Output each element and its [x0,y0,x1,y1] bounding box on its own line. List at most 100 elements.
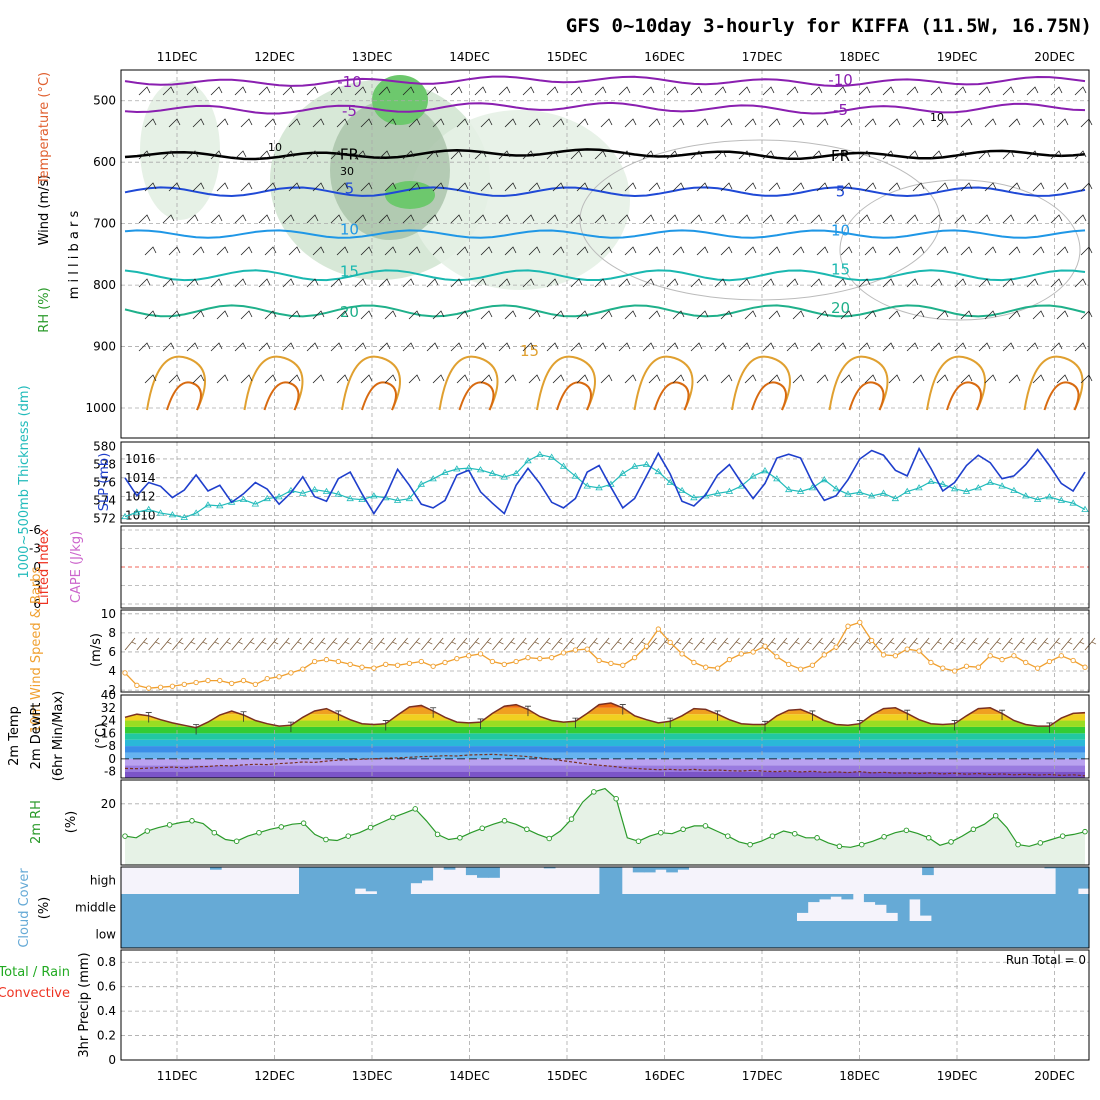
wind-barb [714,342,727,352]
wind-barb [786,278,799,288]
dewpoint-line [124,753,1086,777]
rh-point [278,824,285,830]
cloud-bar [593,921,606,948]
thickness-point [370,492,378,499]
wind-barb [906,214,919,224]
panel-frame [120,949,1090,1061]
wind-speed-point [442,659,448,666]
surface-wind-barb [468,637,480,651]
wind-barb [714,214,727,224]
cloud-bar [1066,894,1079,921]
cloud-bar [1032,894,1045,921]
surface-wind-barb [515,637,528,651]
wind-barb [840,246,853,256]
thickness-point [962,487,971,494]
wind-barb [234,278,247,288]
wind-barb [498,342,511,352]
wind-tick-label: 8 [108,626,116,640]
wind-barb [930,278,943,288]
thickness-point [299,489,307,496]
wind-barb [474,86,487,96]
thickness-point [784,485,793,493]
wind-barb [858,214,871,224]
wind-barb [954,150,967,160]
wind-barb [768,246,781,256]
wind-speed-point [951,668,958,674]
wind-speed-point [655,626,661,632]
wind-barb [696,246,709,256]
wind-barb [432,310,445,320]
wind-barb [720,374,733,384]
wind-speed-point [454,655,460,662]
wind-barb [906,278,919,288]
wind-barb [1002,214,1015,224]
rh-label: 10 [268,141,282,154]
cloud-bar [610,867,623,894]
wind-barb [312,182,325,192]
wind-barb [696,118,709,128]
wind-barb [618,214,631,224]
wind-barb [450,342,463,352]
wind-barb [714,278,727,288]
wind-barb [306,342,319,352]
wind-barb [384,182,397,192]
cloud-bar [447,921,460,948]
minmax-bar [477,718,484,729]
top-date-label: 18DEC [839,50,879,64]
wind-speed-point [620,662,626,668]
wind-barb [546,342,559,352]
surface-wind-barb [978,637,990,651]
wind-barb [618,86,631,96]
wind-speed-point [217,677,223,684]
wind-barb [258,86,271,96]
bottom-date-label: 19DEC [937,1069,977,1083]
cloud-bar [976,894,989,921]
surface-wind-barb [326,637,338,651]
wind-barb [738,342,751,352]
cloud-bar [728,894,741,921]
thickness-point [749,472,757,479]
wind-barb [690,214,703,224]
surface-wind-barb [314,637,326,651]
cloud-cover-panel: high middle low Cloud Cover (%) [17,866,1090,949]
cloud-bar [267,894,280,921]
wind-barb [504,310,517,320]
wind-barb [528,374,541,384]
isotherm-label: -10 [337,73,362,91]
wind-barb [186,86,199,96]
surface-wind-barb [183,637,196,651]
wind-barb [336,374,349,384]
cloud-bar [526,921,539,948]
wind-barb [354,278,367,288]
wind-barb [192,182,205,192]
cloud-bar [863,921,876,948]
thickness-point [429,475,437,482]
wind-barb [210,278,223,288]
wind-tick-label: 2 [108,683,116,697]
rh-point [501,818,508,824]
wind-barb [624,310,637,320]
cloud-bar [503,921,516,948]
wind-barb [714,86,727,96]
wind-barb [888,182,901,192]
cloud-bar [976,921,989,948]
wind-speed-point [880,652,887,658]
wind-barb [912,310,925,320]
wind-barb [810,150,823,160]
surface-wind-barb [954,637,966,651]
wind-barb [762,150,775,160]
wind-barb [864,182,877,192]
cloud-bar [1032,921,1045,948]
wind-barb [864,246,877,256]
wind-barb [834,150,847,160]
surface-wind-barb [847,637,860,651]
cloud-bar [413,894,426,921]
temp-band [125,703,1085,708]
thickness-point [346,494,354,502]
surface-wind-barb [823,637,836,651]
wind-barb [144,374,157,384]
wind-barb [690,150,703,160]
isotherm-label: 20 [340,303,359,321]
minmax-bar [145,712,152,723]
wind-barb [696,310,709,320]
